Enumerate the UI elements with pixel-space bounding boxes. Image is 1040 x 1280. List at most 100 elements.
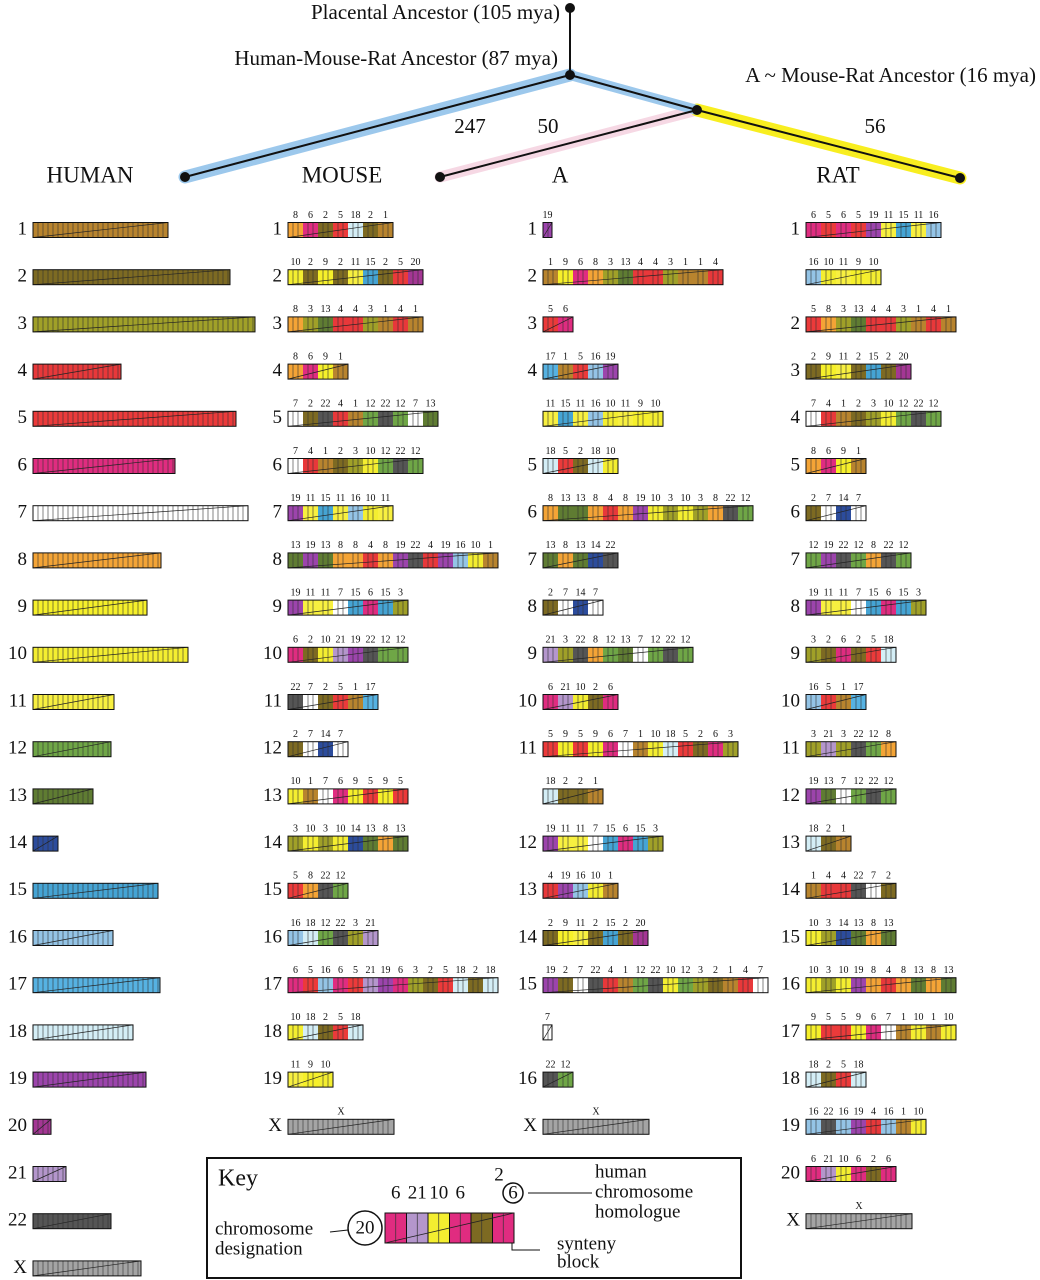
synteny-block bbox=[603, 411, 618, 427]
band-lines bbox=[322, 222, 329, 238]
chromosome: 93 2 6 2 5 18 bbox=[791, 635, 897, 664]
synteny-block bbox=[896, 364, 911, 380]
chromosome-name: 17 bbox=[781, 1021, 800, 1042]
band-lines bbox=[667, 741, 674, 757]
synteny-block bbox=[558, 411, 573, 427]
synteny-block bbox=[573, 600, 588, 616]
block-label: 18 bbox=[884, 635, 894, 646]
synteny-block bbox=[836, 977, 851, 993]
band-lines bbox=[352, 505, 359, 521]
band-lines bbox=[307, 505, 314, 521]
band-lines bbox=[547, 411, 554, 427]
node bbox=[692, 105, 702, 115]
block-label: 7 bbox=[293, 399, 298, 410]
synteny-block bbox=[821, 1072, 836, 1088]
synteny-block bbox=[618, 977, 633, 993]
chromosome-outline bbox=[32, 1071, 147, 1088]
block-label: 18 bbox=[306, 918, 316, 929]
block-label: 19 bbox=[381, 965, 391, 976]
block-label: 13 bbox=[426, 399, 436, 410]
block-label: 13 bbox=[321, 304, 331, 315]
diagonal bbox=[287, 458, 424, 474]
key-text: synteny bbox=[557, 1233, 617, 1254]
band-lines bbox=[945, 316, 952, 332]
block-label: 1 bbox=[623, 965, 628, 976]
synteny-block bbox=[543, 411, 558, 427]
band-lines bbox=[915, 977, 922, 993]
band-lines bbox=[292, 458, 299, 474]
synteny-block bbox=[836, 316, 851, 332]
block-label: 4 bbox=[338, 399, 343, 410]
block-label: 10 bbox=[914, 1107, 924, 1118]
synteny-block bbox=[333, 316, 348, 332]
block-label: 15 bbox=[869, 351, 879, 362]
band-lines bbox=[592, 977, 599, 993]
synteny-block bbox=[303, 411, 318, 427]
diagonal bbox=[287, 930, 379, 946]
synteny-block bbox=[806, 505, 821, 521]
band-lines bbox=[855, 1024, 862, 1040]
synteny-block bbox=[558, 505, 573, 521]
block-label: 2 bbox=[494, 1164, 504, 1185]
synteny-block bbox=[926, 1024, 941, 1040]
band-lines bbox=[322, 364, 329, 380]
block-label: 5 bbox=[338, 682, 343, 693]
band-lines bbox=[855, 269, 862, 285]
synteny-block bbox=[363, 647, 378, 663]
block-label: 14 bbox=[321, 729, 331, 740]
diagonal bbox=[287, 222, 394, 238]
block-label: 1 bbox=[841, 682, 846, 693]
chromosome: 518 5 2 18 10 bbox=[528, 446, 619, 475]
band-lines bbox=[562, 741, 569, 757]
chromosome: 115 9 5 9 6 7 1 10 18 5 2 6 3 bbox=[519, 729, 739, 759]
synteny-block bbox=[303, 741, 318, 757]
diagonal bbox=[805, 222, 942, 238]
block-label: 5 bbox=[338, 210, 343, 221]
synteny-block bbox=[393, 269, 408, 285]
band-lines bbox=[322, 316, 329, 332]
chromosome-outline bbox=[287, 788, 409, 805]
band-lines bbox=[307, 930, 314, 946]
synteny-block bbox=[896, 1119, 911, 1135]
block-label: 19 bbox=[561, 871, 571, 882]
band-lines bbox=[810, 741, 817, 757]
synteny-block bbox=[348, 222, 363, 238]
chromosome: 21 bbox=[8, 1162, 67, 1183]
synteny-block bbox=[303, 458, 318, 474]
block-label: 2 bbox=[698, 729, 703, 740]
band-lines bbox=[855, 411, 862, 427]
block-label: 8 bbox=[811, 446, 816, 457]
block-label: 15 bbox=[869, 587, 879, 598]
block-label: 6 bbox=[578, 257, 583, 268]
block-label: 3 bbox=[916, 587, 921, 598]
band-lines bbox=[712, 269, 719, 285]
block-label: 10 bbox=[291, 257, 301, 268]
chromosome: 5 bbox=[18, 407, 237, 428]
band-lines bbox=[322, 600, 329, 616]
synteny-block bbox=[708, 269, 723, 285]
chromosome: 17 bbox=[8, 974, 161, 995]
band-lines bbox=[292, 411, 299, 427]
synteny-block bbox=[723, 977, 738, 993]
diagonal bbox=[542, 269, 724, 286]
chromosome: 712 19 22 12 8 22 12 bbox=[791, 540, 912, 570]
synteny-block bbox=[588, 741, 603, 757]
block-label: 2 bbox=[338, 446, 343, 457]
band-lines bbox=[840, 977, 847, 993]
band-lines bbox=[547, 930, 554, 946]
block-label: 9 bbox=[323, 257, 328, 268]
synteny-block bbox=[333, 411, 348, 427]
band-lines bbox=[870, 600, 877, 616]
placental-label: Placental Ancestor (105 mya) bbox=[311, 0, 560, 24]
synteny-block bbox=[318, 741, 333, 757]
block-label: 10 bbox=[576, 682, 586, 693]
synteny-block bbox=[588, 647, 603, 663]
block-label: 5 bbox=[398, 776, 403, 787]
band-lines bbox=[825, 930, 832, 946]
chromosome-name: X bbox=[786, 1210, 800, 1231]
synteny-block bbox=[588, 364, 603, 380]
band-lines bbox=[337, 316, 344, 332]
synteny-block bbox=[881, 600, 896, 616]
synteny-block bbox=[378, 458, 393, 474]
